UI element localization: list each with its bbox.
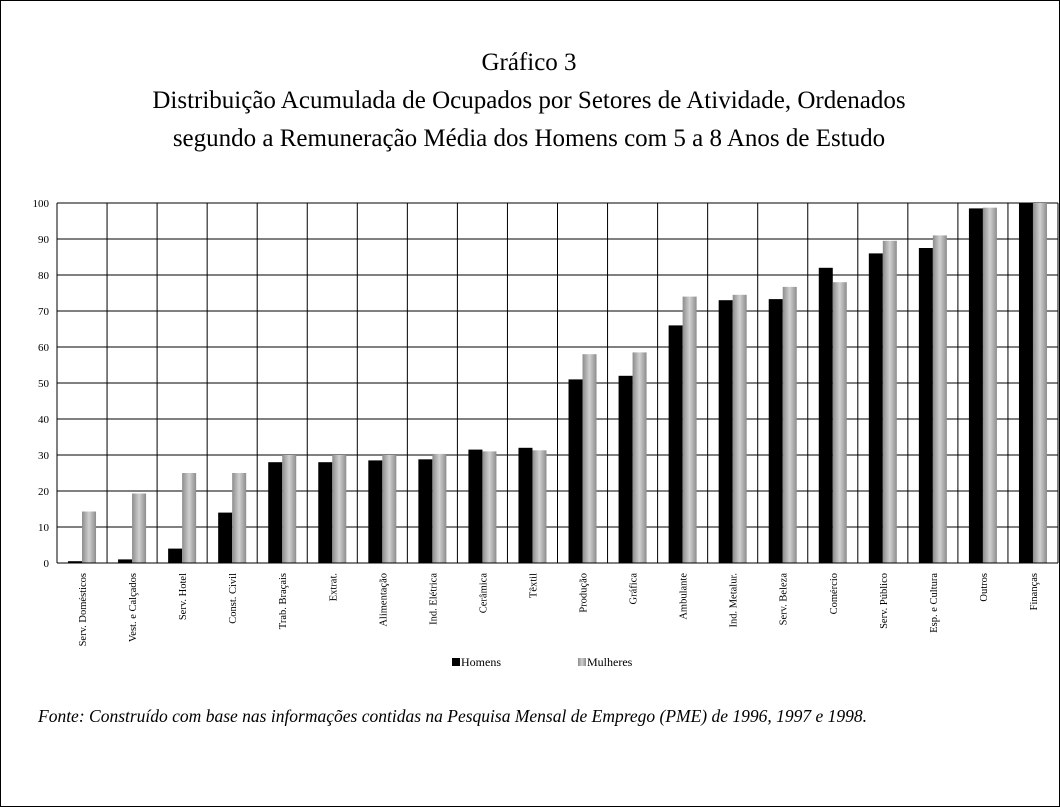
- x-tick-label: Comércio: [829, 573, 840, 614]
- chart-subtitle: segundo a Remuneração Média dos Homens c…: [173, 125, 885, 152]
- bar: [968, 208, 983, 563]
- chart-title: Gráfico 3: [481, 49, 576, 76]
- legend-label: Mulheres: [587, 655, 633, 669]
- y-tick-label: 10: [38, 522, 50, 534]
- x-tick-label: Produção: [579, 573, 590, 613]
- bar: [568, 379, 583, 563]
- bar: [82, 511, 97, 563]
- x-tick-label: Têxtil: [528, 573, 539, 598]
- bar: [768, 299, 783, 563]
- x-tick-label: Const. Civil: [228, 573, 239, 624]
- bar: [68, 561, 83, 563]
- bar: [918, 248, 933, 563]
- bar: [932, 235, 947, 563]
- x-tick-label: Alimentação: [378, 573, 389, 627]
- x-tick-label: Extrat.: [328, 573, 339, 601]
- bar: [268, 462, 283, 563]
- x-tick-label: Cerâmica: [478, 573, 489, 614]
- x-tick-label: Ambulante: [679, 573, 690, 620]
- bar: [118, 559, 133, 563]
- y-tick-label: 90: [38, 234, 50, 246]
- y-tick-label: 100: [33, 198, 50, 210]
- bar: [1032, 203, 1047, 563]
- bar: [468, 449, 483, 563]
- bar: [532, 450, 547, 563]
- y-tick-label: 50: [38, 378, 50, 390]
- x-tick-label: Serv. Domésticos: [78, 573, 89, 646]
- bar: [818, 267, 833, 563]
- bar: [232, 473, 247, 563]
- bar: [182, 473, 197, 563]
- x-tick-label: Ind. Elétrica: [428, 573, 439, 625]
- bar: [982, 207, 997, 563]
- x-tick-label: Outros: [979, 573, 990, 602]
- bar: [718, 300, 733, 563]
- y-tick-label: 60: [38, 342, 50, 354]
- bar: [868, 253, 883, 563]
- x-tick-label: Serv. Beleza: [779, 573, 790, 626]
- y-tick-label: 20: [38, 486, 50, 498]
- bar: [482, 451, 497, 563]
- chart-subtitle: Distribuição Acumulada de Ocupados por S…: [152, 87, 905, 114]
- bar: [332, 455, 347, 563]
- legend-swatch: [578, 658, 586, 666]
- bar: [632, 352, 647, 563]
- bar: [732, 294, 747, 563]
- bar: [318, 462, 333, 563]
- bar: [882, 240, 897, 564]
- bar: [782, 286, 797, 563]
- bar: [1018, 203, 1033, 563]
- bar: [368, 460, 383, 563]
- x-tick-label: Finanças: [1029, 573, 1040, 610]
- bar: [432, 453, 447, 563]
- x-tick-label: Serv. Hotel: [178, 573, 189, 620]
- bar: [168, 548, 183, 563]
- x-tick-label: Vest. e Calçados: [128, 573, 139, 642]
- bar: [832, 282, 847, 563]
- x-tick-label: Esp. e Cultura: [929, 573, 940, 633]
- y-tick-label: 80: [38, 270, 50, 282]
- x-tick-label: Ind. Metalur.: [729, 573, 740, 628]
- x-tick-label: Trab. Braçais: [278, 573, 289, 629]
- bar: [382, 455, 397, 563]
- bar: [582, 354, 597, 563]
- bar: [218, 512, 233, 563]
- y-tick-label: 30: [38, 450, 50, 462]
- y-tick-label: 70: [38, 306, 50, 318]
- bar: [132, 493, 147, 563]
- x-tick-label: Serv. Público: [879, 573, 890, 629]
- bar: [518, 447, 533, 563]
- legend-label: Homens: [461, 655, 501, 669]
- x-tick-label: Gráfica: [629, 573, 640, 605]
- bar: [668, 325, 683, 563]
- legend-swatch: [452, 658, 460, 666]
- bar: [282, 455, 297, 563]
- source-note: Fonte: Construído com base nas informaçõ…: [38, 706, 868, 726]
- y-tick-label: 40: [38, 414, 50, 426]
- bar: [682, 296, 697, 563]
- bar: [618, 375, 633, 563]
- bar: [418, 459, 433, 563]
- y-tick-label: 0: [44, 558, 50, 570]
